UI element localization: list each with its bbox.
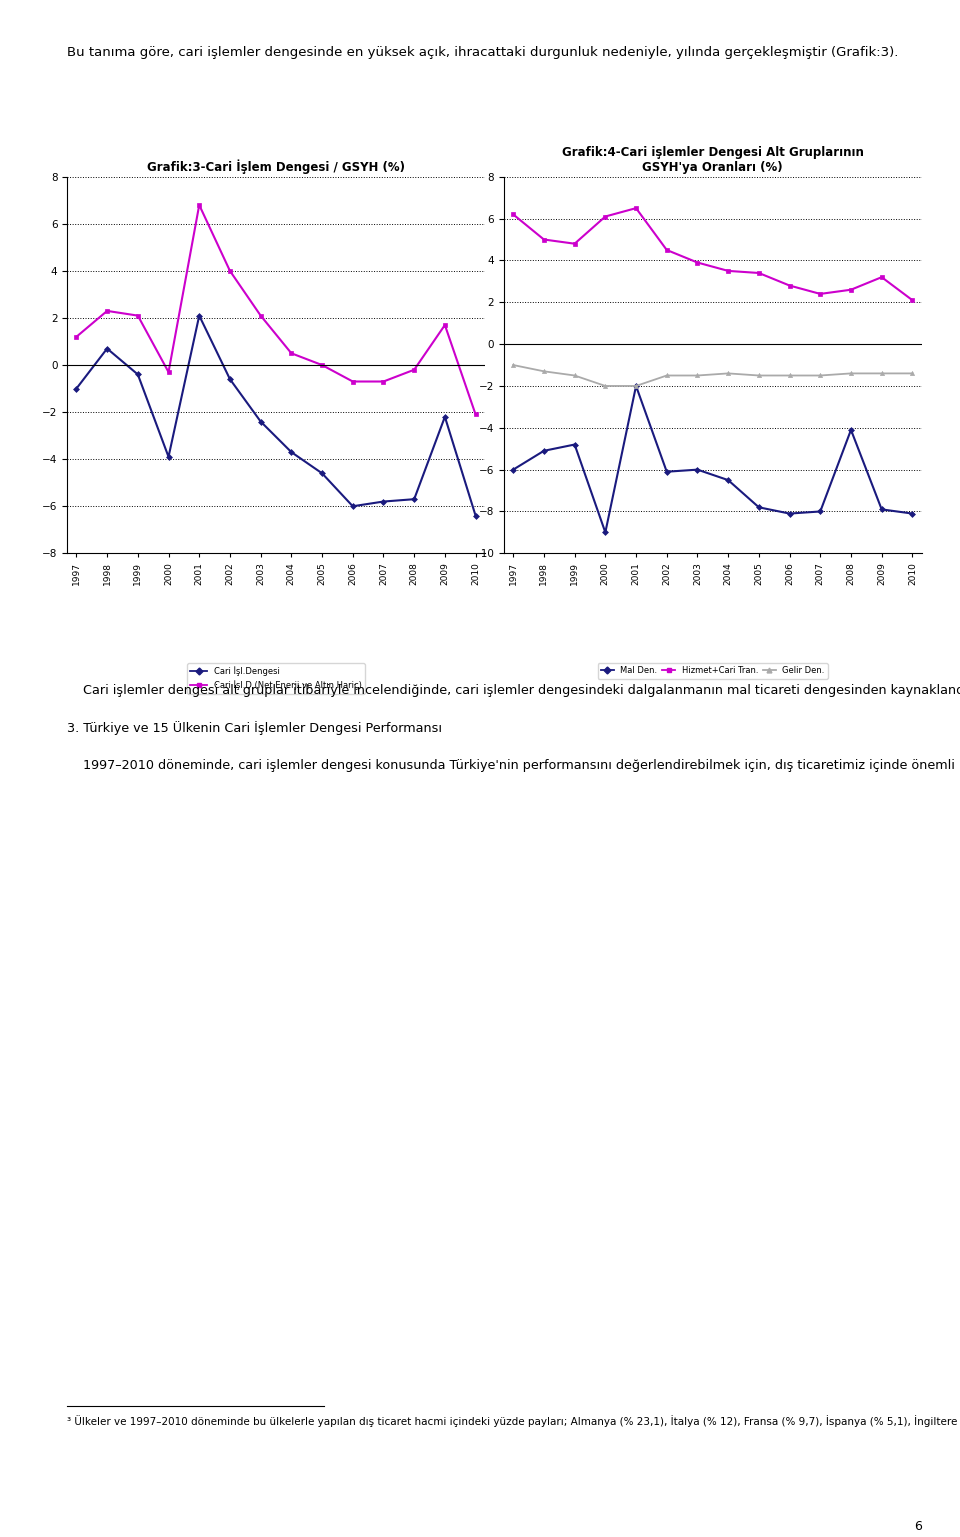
Text: 6: 6 — [914, 1520, 922, 1534]
Text: Bu tanıma göre, cari işlemler dengesinde en yüksek açık, ihracattaki durgunluk n: Bu tanıma göre, cari işlemler dengesinde… — [67, 46, 899, 58]
Title: Grafik:3-Cari İşlem Dengesi / GSYH (%): Grafik:3-Cari İşlem Dengesi / GSYH (%) — [147, 160, 405, 174]
Text: Cari işlemler dengesi alt gruplar itibariyle incelendiğinde, cari işlemler denge: Cari işlemler dengesi alt gruplar itibar… — [67, 684, 960, 773]
Legend: Cari İşl.Dengesi, Cari İşl.D.(Net Enerji ve Altın Hariç): Cari İşl.Dengesi, Cari İşl.D.(Net Enerji… — [187, 662, 365, 693]
Text: ³ Ülkeler ve 1997–2010 döneminde bu ülkelerle yapılan dış ticaret hacmi içindeki: ³ Ülkeler ve 1997–2010 döneminde bu ülke… — [67, 1416, 960, 1428]
Legend: Mal Den., Hizmet+Cari Tran., Gelir Den.: Mal Den., Hizmet+Cari Tran., Gelir Den. — [598, 662, 828, 679]
Title: Grafik:4-Cari işlemler Dengesi Alt Gruplarının
GSYH'ya Oranları (%): Grafik:4-Cari işlemler Dengesi Alt Grupl… — [562, 146, 864, 174]
